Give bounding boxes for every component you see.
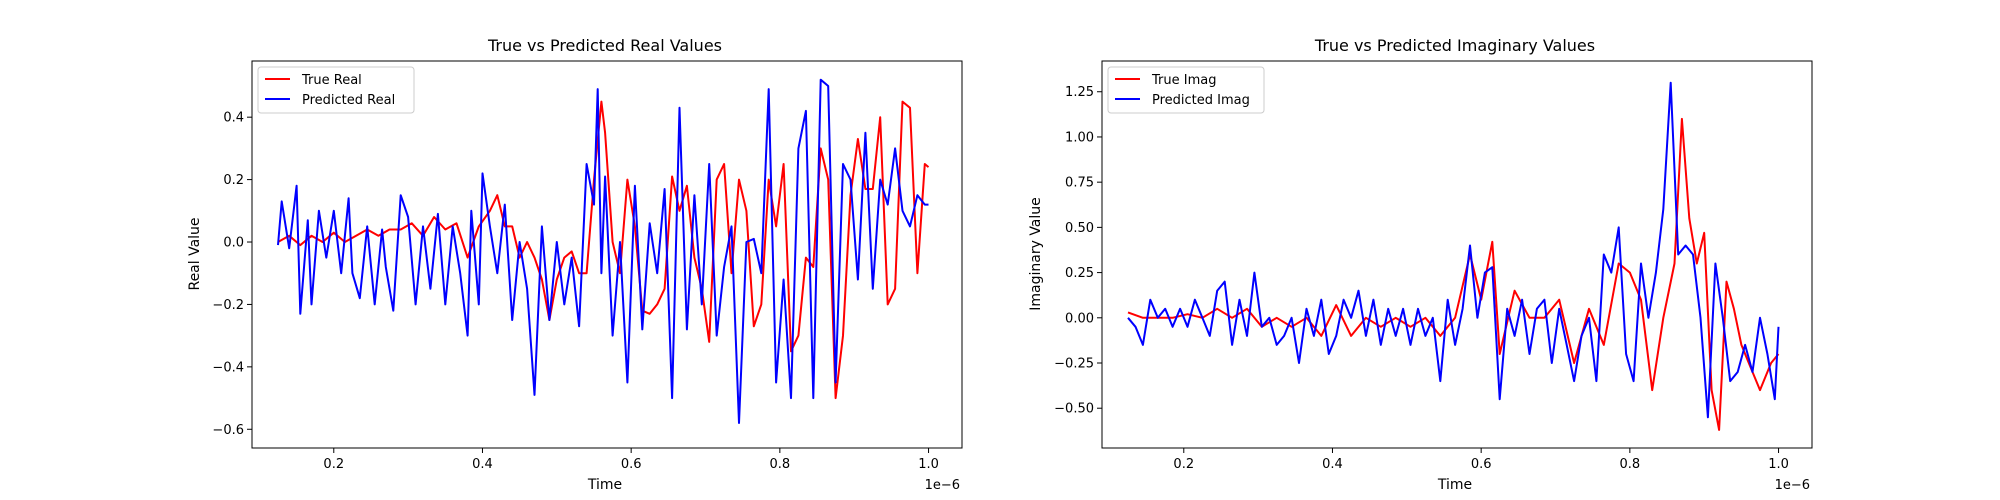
y-tick-label: −0.50 — [1054, 402, 1094, 417]
y-tick-label: −0.4 — [212, 360, 244, 375]
y-tick-label: 0.4 — [223, 111, 244, 126]
legend: True Imag Predicted Imag — [1107, 66, 1265, 114]
series-line-true — [1127, 117, 1780, 431]
x-tick-label: 1.0 — [1768, 457, 1789, 472]
y-tick-label: 0.2 — [223, 173, 244, 188]
legend: True Real Predicted Real — [257, 66, 415, 114]
x-tick-label: 0.8 — [770, 457, 791, 472]
y-tick-label: 0.25 — [1065, 266, 1094, 281]
plot-area: 0.2 0.4 0.6 0.8 1.0 −0.6 −0.4 −0.2 0.0 0.2 0.4 — [212, 60, 963, 472]
y-tick-label: −0.25 — [1054, 357, 1094, 372]
x-tick-label: 0.2 — [323, 457, 344, 472]
chart-title: True vs Predicted Imaginary Values — [1314, 36, 1595, 55]
x-tick-label: 0.4 — [472, 457, 493, 472]
legend-label-true-imag: True Imag — [1151, 73, 1216, 88]
axes-frame — [251, 60, 963, 449]
chart-title: True vs Predicted Real Values — [487, 36, 722, 55]
legend-label-predicted-real: Predicted Real — [302, 93, 395, 108]
y-tick-label: 1.00 — [1065, 130, 1094, 145]
axes-frame — [1101, 60, 1813, 449]
y-axis-label: Real Value — [187, 217, 203, 290]
x-tick-label: 0.6 — [1471, 457, 1492, 472]
plot-area: 0.2 0.4 0.6 0.8 1.0 −0.50 −0.25 0.00 0.25 0.50 0.7… — [1054, 60, 1813, 472]
x-tick-label: 0.6 — [621, 457, 642, 472]
x-tick-label: 0.8 — [1620, 457, 1641, 472]
y-tick-label: 0.0 — [223, 236, 244, 251]
y-tick-label: 0.00 — [1065, 311, 1094, 326]
x-tick-label: 1.0 — [918, 457, 939, 472]
y-tick-label: 0.75 — [1065, 176, 1094, 191]
x-tick-label: 0.4 — [1322, 457, 1343, 472]
legend-label-predicted-imag: Predicted Imag — [1152, 93, 1250, 108]
x-offset-label: 1e−6 — [1775, 478, 1810, 493]
x-offset-label: 1e−6 — [925, 478, 960, 493]
y-tick-label: −0.2 — [212, 298, 244, 313]
real-values-chart: True vs Predicted Real Values 0.2 0.4 0.6 0… — [187, 36, 963, 493]
imaginary-values-chart: True vs Predicted Imaginary Values 0.2 0.… — [1028, 36, 1813, 493]
legend-box — [1107, 66, 1265, 114]
y-axis-label: Imaginary Value — [1028, 197, 1044, 311]
y-tick-label: 0.50 — [1065, 221, 1094, 236]
legend-label-true-real: True Real — [301, 73, 362, 88]
x-axis-label: Time — [1437, 477, 1472, 493]
y-tick-label: −0.6 — [212, 423, 244, 438]
x-axis-label: Time — [587, 477, 622, 493]
x-tick-label: 0.2 — [1173, 457, 1194, 472]
y-tick-label: 1.25 — [1065, 85, 1094, 100]
series-line-predicted — [277, 78, 929, 424]
series-line-predicted — [1127, 81, 1780, 419]
legend-box — [257, 66, 415, 114]
